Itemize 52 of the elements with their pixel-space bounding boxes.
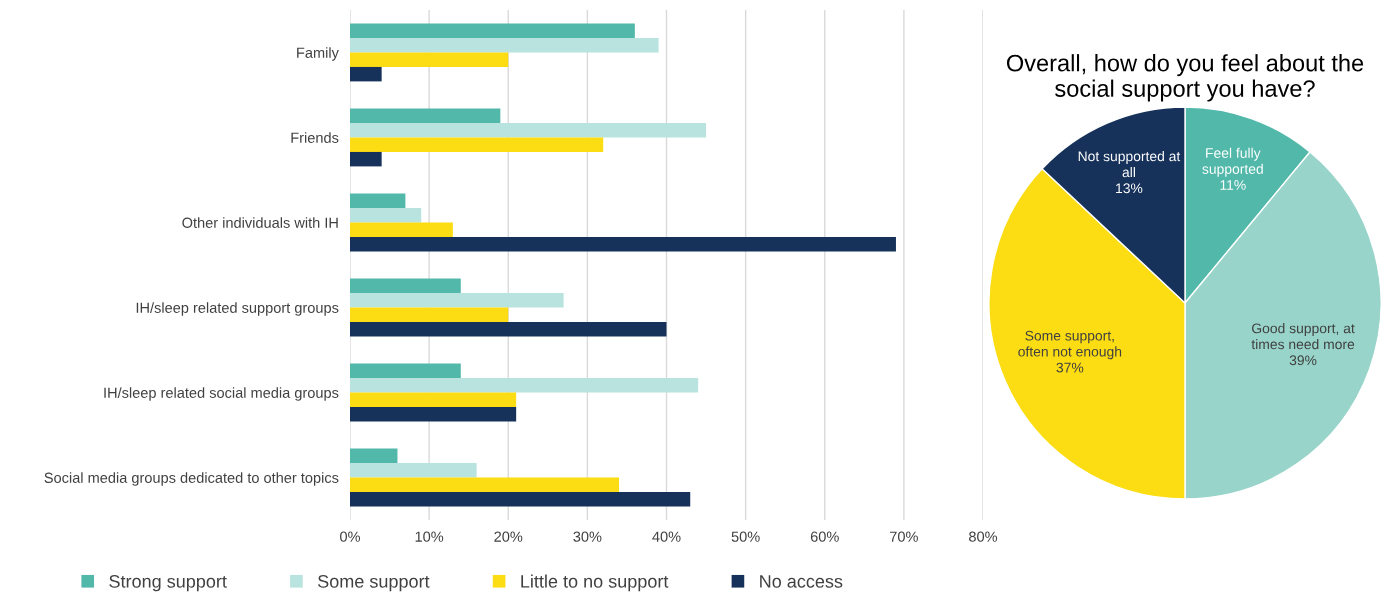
bar bbox=[350, 52, 509, 67]
bar bbox=[350, 23, 635, 39]
bar bbox=[350, 151, 382, 167]
bar bbox=[350, 448, 398, 464]
y-tick-label: Family bbox=[297, 47, 339, 61]
legend-label: No access bbox=[760, 575, 843, 588]
bar bbox=[350, 491, 691, 507]
y-tick-label: IH/sleep related social media groups bbox=[104, 387, 339, 401]
data-label: 37% bbox=[1056, 362, 1084, 373]
bar bbox=[350, 293, 564, 308]
y-tick-label: Friends bbox=[291, 132, 339, 143]
legend-label: Little to no support bbox=[521, 574, 669, 592]
legend-label: Some support bbox=[318, 574, 430, 592]
bar bbox=[350, 208, 422, 223]
bar bbox=[350, 321, 667, 337]
x-tick-label: 30% bbox=[573, 531, 602, 542]
x-tick-label: 70% bbox=[890, 531, 918, 542]
bar bbox=[350, 123, 707, 138]
data-label: 13% bbox=[1116, 183, 1143, 194]
bar bbox=[350, 193, 406, 209]
bar bbox=[350, 222, 453, 237]
x-tick-label: 0% bbox=[340, 531, 361, 542]
slice-label: Some support, often not enough bbox=[1018, 330, 1122, 360]
chart-title: Overall, how do you feel about the social support you have? bbox=[1006, 54, 1364, 102]
y-tick-label: IH/sleep related support groups bbox=[136, 302, 339, 316]
bar bbox=[350, 463, 477, 478]
x-tick-label: 40% bbox=[652, 531, 681, 542]
bar bbox=[350, 378, 699, 393]
y-tick-label: Other individuals with IH bbox=[182, 217, 338, 228]
x-tick-label: 20% bbox=[494, 531, 523, 542]
bar bbox=[350, 137, 604, 152]
x-tick-label: 60% bbox=[810, 531, 839, 542]
x-tick-label: 10% bbox=[415, 531, 444, 542]
bar bbox=[350, 406, 517, 422]
slice-label: Good support, at times need more bbox=[1251, 323, 1355, 350]
bar bbox=[350, 477, 620, 492]
data-label: 11% bbox=[1220, 180, 1246, 190]
y-tick-label: Social media groups dedicated to other topics bbox=[44, 472, 339, 486]
bar bbox=[350, 236, 896, 252]
bar bbox=[350, 278, 461, 294]
legend-label: Strong support bbox=[109, 574, 227, 592]
data-label: 39% bbox=[1289, 355, 1317, 366]
x-tick-label: 80% bbox=[969, 531, 998, 542]
slice-label: Not supported at all bbox=[1078, 151, 1181, 178]
bar bbox=[350, 108, 501, 124]
bar bbox=[350, 66, 382, 82]
x-tick-label: 50% bbox=[731, 531, 760, 542]
bar bbox=[350, 392, 517, 407]
bar bbox=[350, 307, 509, 322]
bar bbox=[350, 38, 659, 53]
bar bbox=[350, 363, 461, 379]
slice-label: Feel fully supported bbox=[1202, 147, 1263, 177]
